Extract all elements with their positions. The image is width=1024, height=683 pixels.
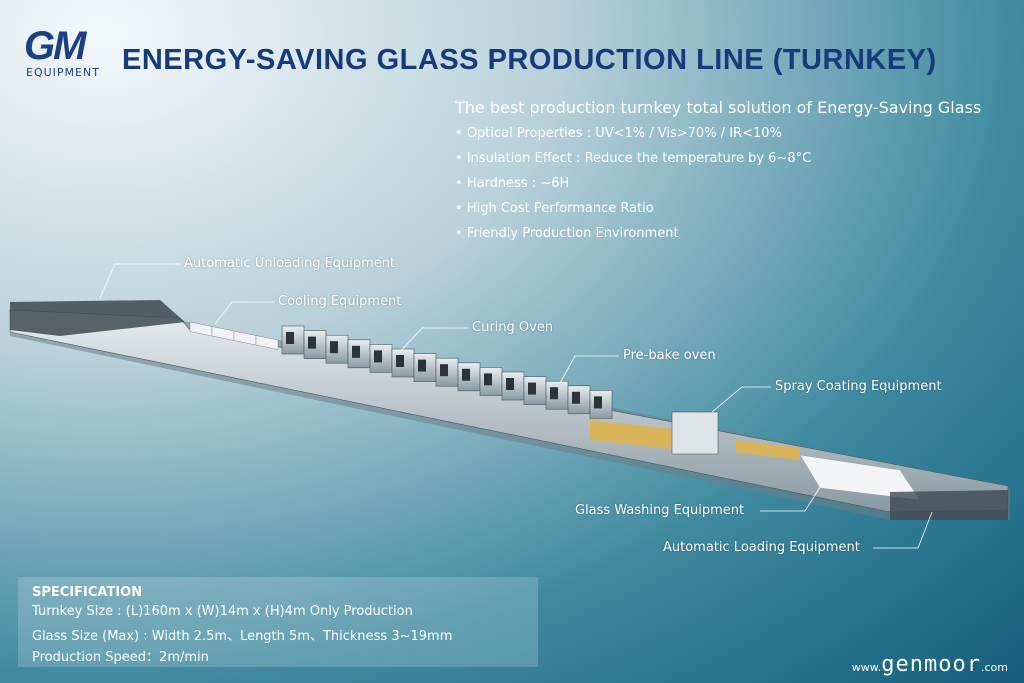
station-label: Spray Coating Equipment	[775, 379, 942, 394]
feature-item: High Cost Performance Ratio	[455, 199, 811, 224]
feature-item: Friendly Production Environment	[455, 224, 811, 249]
leader	[711, 386, 771, 413]
oven-detail	[286, 332, 294, 344]
features-heading: The best production turnkey total soluti…	[455, 98, 982, 117]
station-label: Curing Oven	[472, 320, 554, 335]
leader	[99, 263, 180, 299]
station-label: Cooling Equipment	[278, 294, 402, 309]
feature-item: Optical Properties : UV<1% / Vis>70% / I…	[455, 124, 811, 149]
website-prefix: www.	[851, 661, 882, 674]
station-label: Automatic Unloading Equipment	[184, 256, 396, 271]
station-label: Pre-bake oven	[623, 348, 716, 363]
oven-detail	[462, 368, 470, 381]
spec-line: Production Speed：2m/min	[32, 650, 209, 665]
leader	[873, 511, 933, 549]
oven-detail	[308, 336, 316, 349]
features-list: Optical Properties : UV<1% / Vis>70% / I…	[455, 124, 811, 249]
spec-heading: SPECIFICATION	[32, 585, 143, 600]
oven-detail	[528, 382, 536, 395]
oven-detail	[506, 378, 514, 390]
station-label: Glass Washing Equipment	[575, 503, 745, 518]
leader	[399, 327, 468, 353]
spec-line: Glass Size (Max) : Width 2.5m、Length 5m、…	[32, 629, 453, 644]
oven-detail	[440, 364, 448, 377]
unloading-frame	[10, 300, 185, 336]
logo-text: EQUIPMENT	[26, 66, 100, 79]
oven-detail	[594, 396, 602, 409]
spray-booth	[671, 411, 719, 455]
specification-box: SPECIFICATION Turnkey Size : (L)160m x (…	[18, 577, 538, 667]
coating-conveyor	[735, 440, 800, 460]
feature-item: Insulation Effect : Reduce the temperatu…	[455, 149, 811, 174]
loading-frame	[890, 490, 1008, 520]
oven-detail	[550, 387, 558, 400]
oven-detail	[572, 391, 580, 404]
oven-detail	[330, 341, 338, 354]
website-suffix: .com	[981, 661, 1008, 674]
oven-group	[189, 321, 613, 419]
oven-detail	[484, 373, 492, 386]
leader	[559, 355, 619, 384]
oven-detail	[396, 355, 404, 367]
oven-detail	[418, 359, 426, 372]
oven-detail	[352, 345, 360, 358]
station-label: Automatic Loading Equipment	[663, 540, 860, 555]
website-name: genmoor	[881, 652, 981, 677]
cooling-panel	[255, 335, 279, 350]
leader-lines	[99, 263, 933, 549]
website: www.genmoor.com	[852, 652, 1008, 677]
title: ENERGY-SAVING GLASS PRODUCTION LINE (TUR…	[122, 44, 937, 76]
feature-item: Hardness : ~6H	[455, 174, 811, 199]
leader	[214, 301, 274, 325]
logo-mark: GM	[24, 24, 86, 68]
spec-line: Turnkey Size : (L)160m x (W)14m x (H)4m …	[32, 604, 413, 619]
oven-detail	[374, 350, 382, 363]
leader	[760, 483, 823, 512]
